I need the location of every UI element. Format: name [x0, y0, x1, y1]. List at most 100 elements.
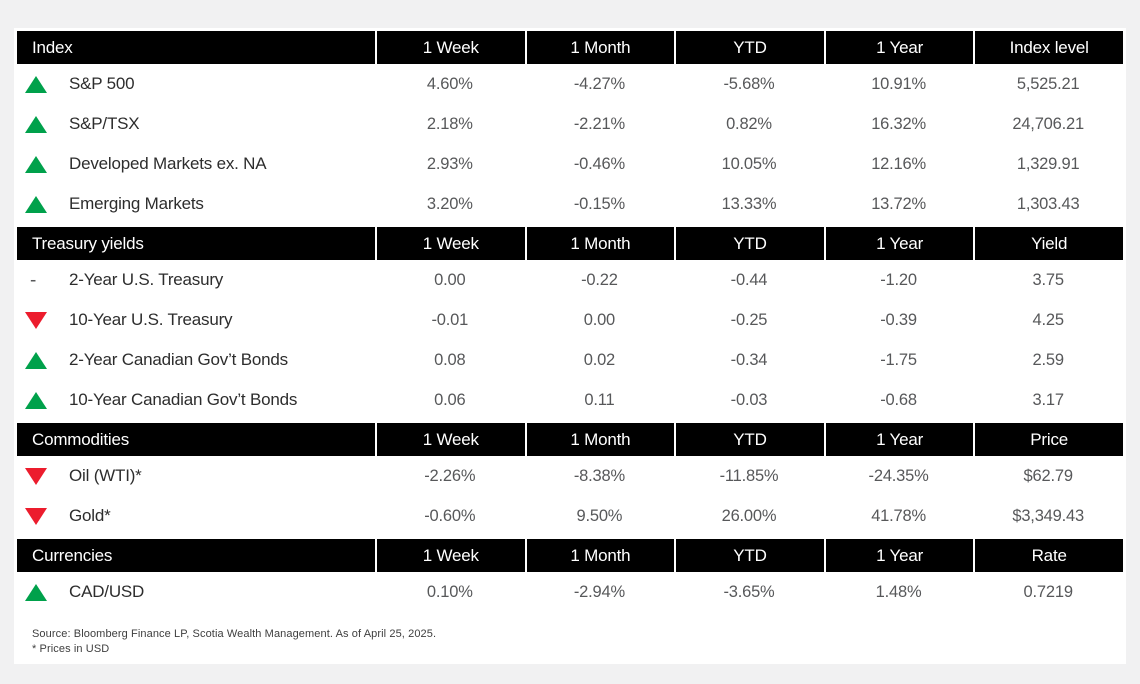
- up-triangle-icon-box: [25, 391, 69, 409]
- footer-note: Source: Bloomberg Finance LP, Scotia Wea…: [17, 612, 1123, 657]
- section-title: Treasury yields: [32, 233, 144, 253]
- row-value: 2.93%: [426, 154, 473, 173]
- row-title-cell: 10-Year Canadian Gov’t Bonds: [17, 380, 375, 420]
- column-header: 1 Month: [524, 539, 675, 572]
- row-value: 13.33%: [721, 194, 777, 213]
- row-value: -0.60%: [424, 506, 476, 525]
- row-value: 9.50%: [576, 506, 623, 525]
- row-value: 0.06: [434, 390, 466, 409]
- row-label: S&P 500: [69, 74, 135, 93]
- row-label: 10-Year U.S. Treasury: [69, 310, 233, 329]
- row-value: 24,706.21: [1012, 114, 1084, 133]
- row-value: -2.94%: [573, 582, 625, 601]
- column-header: YTD: [674, 31, 824, 64]
- down-triangle-icon-box: [25, 467, 69, 485]
- row-value: 4.60%: [426, 74, 473, 93]
- row-value: 3.17: [1032, 390, 1065, 409]
- row-value: 4.25: [1032, 310, 1065, 329]
- section-header-bar: Treasury yields 1 Week 1 Month YTD 1 Year Yie…: [17, 227, 1123, 260]
- up-triangle-icon-box: [25, 115, 69, 133]
- down-triangle-icon: [25, 311, 47, 329]
- column-header: 1 Week: [375, 539, 525, 572]
- column-header: YTD: [674, 539, 824, 572]
- table-row: - 2-Year U.S. Treasury 0.00 -0.22 -0.44 -1.20…: [17, 260, 1123, 300]
- table-row: S&P 500 4.60% -4.27% -5.68% 10.91% 5,525.21: [17, 64, 1123, 104]
- column-header: 1 Year: [823, 31, 974, 64]
- table-row: Oil (WTI)* -2.26% -8.38% -11.85% -24.35% $62.…: [17, 456, 1123, 496]
- column-header: Rate: [973, 539, 1123, 572]
- up-triangle-icon-box: [25, 75, 69, 93]
- row-label: Oil (WTI)*: [69, 466, 142, 485]
- prices-note-line: * Prices in USD: [32, 643, 110, 655]
- table-row: Developed Markets ex. NA 2.93% -0.46% 10.05…: [17, 144, 1123, 184]
- row-value: -0.34: [730, 350, 768, 369]
- row-value: 3.75: [1032, 270, 1065, 289]
- row-value: -0.68: [880, 390, 917, 409]
- column-header: YTD: [674, 423, 824, 456]
- row-value: 2.59: [1032, 350, 1065, 369]
- row-value: -0.01: [431, 310, 469, 329]
- row-value: 0.10%: [426, 582, 473, 601]
- table-row: Emerging Markets 3.20% -0.15% 13.33% 13.72% 1…: [17, 184, 1123, 224]
- column-header: 1 Week: [375, 31, 525, 64]
- section-title: Index: [32, 37, 73, 57]
- column-header: 1 Month: [524, 227, 675, 260]
- down-triangle-icon: [25, 467, 47, 485]
- table-row: 2-Year Canadian Gov’t Bonds 0.08 0.02 -0.34…: [17, 340, 1123, 380]
- row-value: -2.21%: [573, 114, 625, 133]
- row-label: 2-Year Canadian Gov’t Bonds: [69, 350, 288, 369]
- row-value: 26.00%: [721, 506, 777, 525]
- column-header: 1 Week: [375, 423, 525, 456]
- row-title-cell: Oil (WTI)*: [17, 456, 375, 496]
- table-section: Index 1 Week 1 Month YTD 1 Year Index level S&…: [17, 31, 1123, 224]
- column-header: 1 Year: [823, 227, 974, 260]
- up-triangle-icon: [25, 75, 47, 93]
- column-header: Price: [973, 423, 1123, 456]
- section-header-bar: Commodities 1 Week 1 Month YTD 1 Year Price: [17, 423, 1123, 456]
- table-row: 10-Year U.S. Treasury -0.01 0.00 -0.25 -0.39…: [17, 300, 1123, 340]
- row-value: -4.27%: [573, 74, 625, 93]
- up-triangle-icon-box: [25, 583, 69, 601]
- row-title-cell: S&P/TSX: [17, 104, 375, 144]
- row-title-cell: Emerging Markets: [17, 184, 375, 224]
- row-title-cell: - 2-Year U.S. Treasury: [17, 260, 375, 300]
- market-table: Index 1 Week 1 Month YTD 1 Year Index level S&…: [17, 31, 1123, 612]
- row-value: -0.03: [730, 390, 768, 409]
- row-value: 1,303.43: [1016, 194, 1080, 213]
- row-label: 2-Year U.S. Treasury: [69, 270, 224, 289]
- table-section: Treasury yields 1 Week 1 Month YTD 1 Year Yie…: [17, 227, 1123, 420]
- table-row: CAD/USD 0.10% -2.94% -3.65% 1.48% 0.7219: [17, 572, 1123, 612]
- up-triangle-icon: [25, 195, 47, 213]
- row-title-cell: Developed Markets ex. NA: [17, 144, 375, 184]
- row-value: -3.65%: [723, 582, 775, 601]
- row-value: 13.72%: [871, 194, 926, 213]
- section-title: Commodities: [32, 429, 129, 449]
- row-value: 41.78%: [871, 506, 926, 525]
- row-value: -0.44: [730, 270, 768, 289]
- row-value: 0.00: [434, 270, 466, 289]
- table-row: Gold* -0.60% 9.50% 26.00% 41.78% $3,349.43: [17, 496, 1123, 536]
- row-value: 0.7219: [1023, 582, 1073, 601]
- row-title-cell: S&P 500: [17, 64, 375, 104]
- flat-dash-icon-box: -: [25, 271, 69, 290]
- row-label: S&P/TSX: [69, 114, 140, 133]
- column-header: Index level: [973, 31, 1123, 64]
- flat-dash-icon: -: [30, 269, 37, 291]
- row-value: 1.48%: [875, 582, 922, 601]
- row-value: 10.91%: [871, 74, 926, 93]
- source-line: Source: Bloomberg Finance LP, Scotia Wea…: [32, 628, 437, 640]
- down-triangle-icon-box: [25, 507, 69, 525]
- row-value: -0.25: [730, 310, 768, 329]
- row-label: CAD/USD: [69, 582, 145, 601]
- row-value: 10.05%: [721, 154, 777, 173]
- section-header-bar: Currencies 1 Week 1 Month YTD 1 Year Rate: [17, 539, 1123, 572]
- row-value: -5.68%: [723, 74, 775, 93]
- up-triangle-icon-box: [25, 351, 69, 369]
- column-header: 1 Week: [375, 227, 525, 260]
- row-value: -8.38%: [573, 466, 625, 485]
- section-title: Currencies: [32, 545, 113, 565]
- row-title-cell: 10-Year U.S. Treasury: [17, 300, 375, 340]
- column-header: Yield: [973, 227, 1123, 260]
- row-title-cell: Gold*: [17, 496, 375, 536]
- up-triangle-icon: [25, 391, 47, 409]
